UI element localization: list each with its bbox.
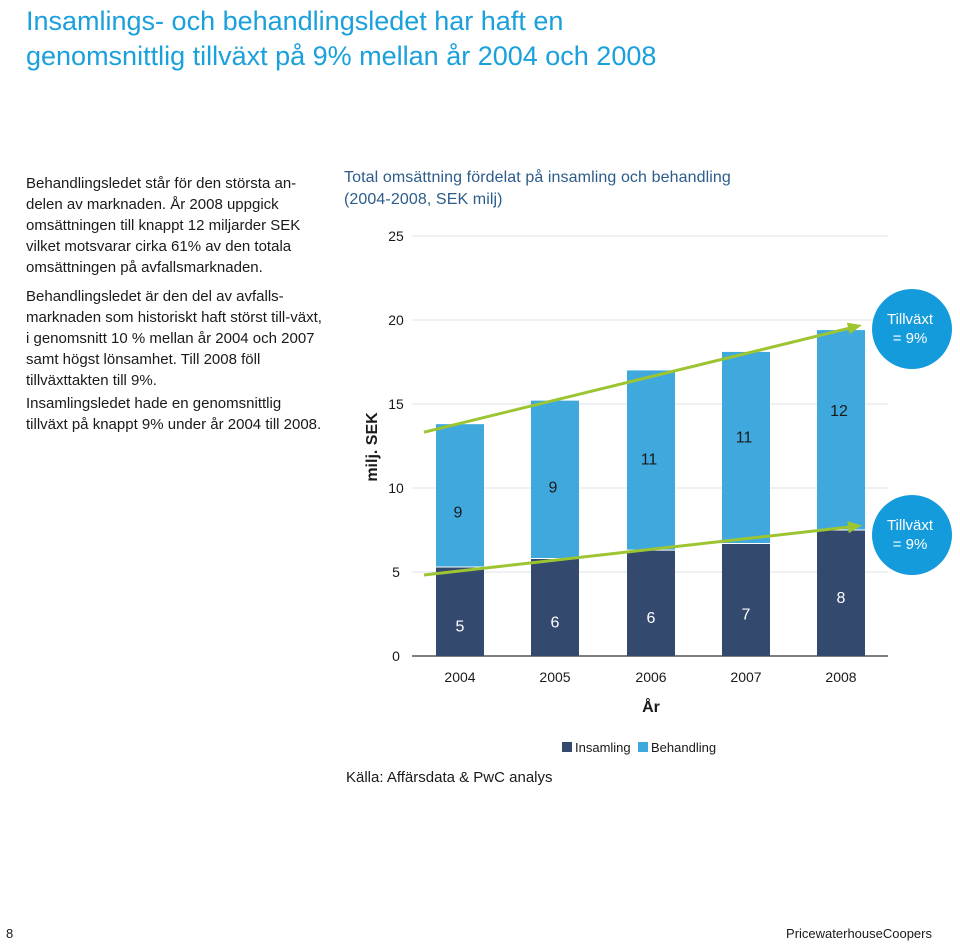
chart-subtitle: (2004-2008, SEK milj) (344, 191, 503, 208)
source-note: Källa: Affärsdata & PwC analys (346, 769, 553, 786)
x-tick-label: 2004 (444, 669, 475, 685)
trend-insamling-line (423, 524, 859, 577)
y-tick-label: 10 (388, 480, 404, 496)
brand-footer: PricewaterhouseCoopers (786, 926, 932, 941)
x-tick-label: 2007 (730, 669, 761, 685)
data-label-insamling-2006: 6 (647, 610, 656, 627)
y-axis-label: milj. SEK (364, 412, 381, 482)
bar-insamling-2008 (817, 530, 865, 656)
legend-label-behandling: Behandling (651, 740, 716, 755)
data-label-behandling-2006: 11 (641, 451, 658, 468)
legend-swatch-insamling (562, 742, 572, 752)
growth-badge-insamling-text: Tillväxt (887, 517, 934, 534)
page-title: Insamlings- och behandlingsledet har haf… (26, 6, 657, 71)
bar-insamling-2004 (436, 566, 484, 656)
bar-behandling-2005 (531, 400, 579, 559)
chart-title-block: Total omsättning fördelat på insamling o… (344, 167, 864, 211)
page-number: 8 (6, 926, 14, 941)
data-label-behandling-2004: 9 (454, 505, 463, 522)
legend-label-insamling: Insamling (575, 740, 631, 755)
data-label-behandling-2007: 11 (736, 430, 753, 447)
trend-behandling-arrowhead (846, 322, 862, 335)
trend-behandling-line (423, 324, 859, 434)
x-axis-title: År (642, 697, 660, 716)
x-tick-label: 2006 (635, 669, 666, 685)
chart-title: Total omsättning fördelat på insamling o… (344, 169, 731, 186)
growth-paragraph: Behandlingsledet är den del av avfalls-m… (26, 288, 322, 389)
bar-behandling-2006 (627, 370, 675, 551)
bar-insamling-2006 (627, 550, 675, 656)
bar-insamling-2005 (531, 558, 579, 656)
y-tick-label: 0 (392, 648, 400, 664)
growth-badge-behandling-circle (872, 289, 952, 369)
y-tick-label: 20 (388, 312, 404, 328)
y-tick-label: 25 (388, 228, 404, 244)
y-tick-label: 15 (388, 396, 404, 412)
growth-badge-behandling-text: Tillväxt (887, 311, 934, 328)
growth-badge-behandling-text: = 9% (893, 330, 928, 347)
data-label-behandling-2008: 12 (830, 403, 848, 420)
x-tick-label: 2005 (539, 669, 570, 685)
bar-insamling-2007 (722, 543, 770, 656)
bar-behandling-2007 (722, 351, 770, 544)
intro-paragraph: Behandlingsledet står för den största an… (26, 175, 301, 276)
growth-badge-insamling-text: = 9% (893, 536, 928, 553)
data-label-insamling-2008: 8 (837, 590, 846, 607)
growth-badge-insamling-circle (872, 495, 952, 575)
legend-swatch-behandling (638, 742, 648, 752)
y-tick-label: 5 (392, 564, 400, 580)
x-tick-label: 2008 (825, 669, 856, 685)
trend-insamling-arrowhead (847, 521, 862, 534)
data-label-insamling-2004: 5 (456, 618, 465, 635)
data-label-insamling-2005: 6 (551, 614, 560, 631)
collection-paragraph: Insamlingsledet hade en genomsnittlig ti… (26, 395, 322, 433)
bar-behandling-2004 (436, 424, 484, 567)
data-label-insamling-2007: 7 (742, 607, 751, 624)
bar-behandling-2008 (817, 330, 865, 530)
data-label-behandling-2005: 9 (549, 480, 558, 497)
